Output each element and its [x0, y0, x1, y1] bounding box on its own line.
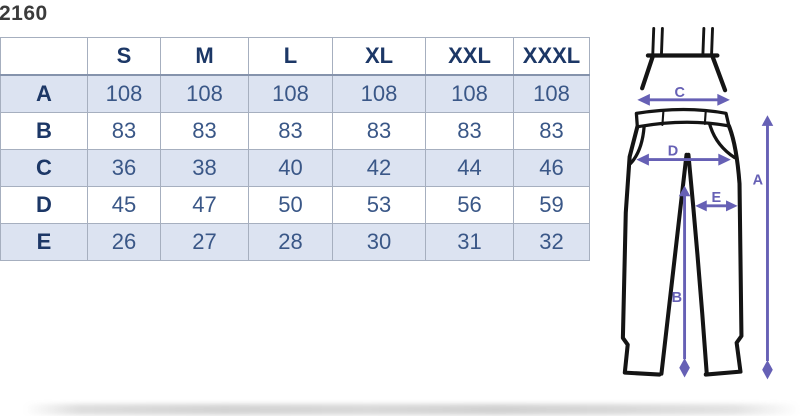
- table-row-c: C 36 38 40 42 44 46: [0, 149, 590, 187]
- inner-leg-seams: [659, 152, 709, 376]
- pocket-curves: [628, 122, 737, 166]
- size-column-header: S: [87, 37, 161, 76]
- size-column-header: XXL: [425, 37, 514, 76]
- measure-arrow-e: E: [695, 190, 738, 212]
- arrow-head-bottom: [762, 360, 773, 380]
- arrow-head-left: [637, 93, 650, 106]
- table-cell: 38: [160, 149, 249, 187]
- arrow-head-top: [761, 115, 774, 126]
- row-label: E: [0, 223, 88, 261]
- table-cell: 83: [160, 112, 249, 150]
- measure-label-b: B: [672, 290, 682, 306]
- waistband-ticks: [661, 109, 707, 126]
- measure-label-e: E: [712, 190, 722, 206]
- arrow-head-left: [636, 153, 649, 166]
- table-cell: 59: [513, 186, 590, 224]
- table-cell: 83: [513, 112, 590, 150]
- size-table: S M L XL XXL XXXL A 108 108 108 108 108 …: [0, 37, 590, 261]
- arrow-head-right: [726, 200, 738, 212]
- arrow-head-bottom: [679, 358, 690, 378]
- table-cell: 44: [425, 149, 514, 187]
- table-cell: 36: [87, 149, 161, 187]
- table-cell: 50: [248, 186, 333, 224]
- table-cell: 83: [332, 112, 426, 150]
- cropped-text-smudge: [0, 404, 800, 415]
- table-cell: 27: [160, 223, 249, 261]
- measure-label-a: A: [753, 173, 764, 189]
- size-column-header: XXXL: [513, 37, 590, 76]
- table-cell: 108: [248, 74, 333, 113]
- table-cell: 108: [160, 74, 249, 113]
- table-cell: 46: [513, 149, 590, 187]
- arrow-head-right: [718, 153, 731, 166]
- row-label: A: [0, 74, 88, 113]
- table-cell: 108: [332, 74, 426, 113]
- table-cell: 32: [513, 223, 590, 261]
- table-corner-cell: [0, 37, 88, 76]
- row-label: D: [0, 186, 88, 224]
- table-row-d: D 45 47 50 53 56 59: [0, 186, 590, 224]
- measure-arrow-c: C: [637, 85, 730, 106]
- table-cell: 108: [513, 74, 590, 113]
- measure-arrow-d: D: [636, 144, 731, 166]
- suspender-straps: [651, 27, 714, 56]
- size-table-header-row: S M L XL XXL XXXL: [0, 37, 590, 76]
- product-code: 2160: [0, 2, 48, 25]
- table-cell: 42: [332, 149, 426, 187]
- table-cell: 108: [87, 74, 161, 113]
- table-row-a: A 108 108 108 108 108 108: [0, 74, 590, 113]
- table-cell: 83: [425, 112, 514, 150]
- table-cell: 31: [425, 223, 514, 261]
- row-label: B: [0, 112, 88, 150]
- table-cell: 108: [425, 74, 514, 113]
- waistband-outline: [634, 107, 731, 129]
- table-cell: 45: [87, 186, 161, 224]
- table-cell: 53: [332, 186, 426, 224]
- pants-outline: [620, 27, 744, 377]
- size-column-header: L: [248, 37, 333, 76]
- table-cell: 40: [248, 149, 333, 187]
- size-column-header: XL: [332, 37, 426, 76]
- size-column-header: M: [160, 37, 249, 76]
- table-cell: 26: [87, 223, 161, 261]
- table-cell: 83: [87, 112, 161, 150]
- arrow-head-right: [717, 93, 730, 106]
- table-row-e: E 26 27 28 30 31 32: [0, 223, 590, 261]
- left-leg-outline: [620, 124, 662, 377]
- table-cell: 47: [160, 186, 249, 224]
- pants-measurement-diagram: C D E B: [620, 27, 774, 380]
- table-row-b: B 83 83 83 83 83 83: [0, 112, 590, 150]
- measure-label-d: D: [668, 144, 678, 160]
- table-cell: 83: [248, 112, 333, 150]
- arrow-head-top: [678, 185, 691, 197]
- right-leg-outline: [703, 123, 744, 377]
- arrow-head-left: [695, 200, 707, 212]
- row-label: C: [0, 149, 88, 187]
- bodice-outline: [640, 53, 728, 93]
- table-cell: 28: [248, 223, 333, 261]
- table-cell: 30: [332, 223, 426, 261]
- measure-arrow-a: A: [753, 115, 774, 380]
- measure-label-c: C: [675, 85, 686, 101]
- table-cell: 56: [425, 186, 514, 224]
